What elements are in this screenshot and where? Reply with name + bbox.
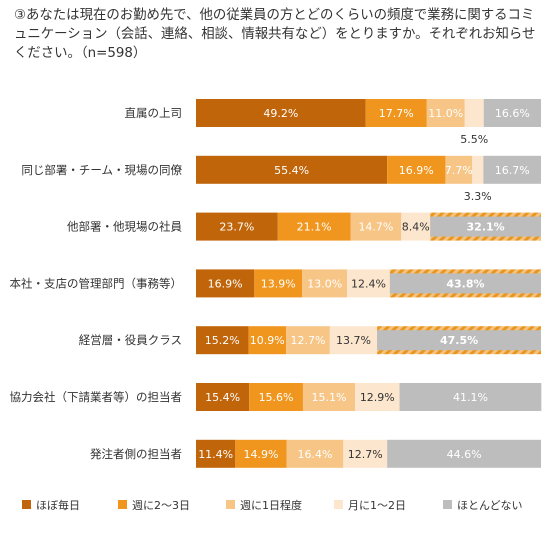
bar-segment [426,99,465,127]
bar-segment [347,269,390,298]
data-label: 12.7% [290,334,325,347]
data-label: 13.9% [261,277,296,290]
data-label: 16.9% [208,277,243,290]
bar-segment [387,439,541,468]
data-label: 3.3% [464,190,492,203]
bar-segment [399,383,542,411]
legend-label: 週に1日程度 [240,498,302,512]
data-label: 15.1% [312,391,347,404]
data-label: 15.6% [259,391,294,404]
bar-segment [445,155,472,184]
data-label: 12.9% [360,391,395,404]
data-label: 12.7% [348,448,383,461]
bar-segment [277,212,351,241]
bar-segment [196,439,236,468]
data-label: 11.4% [198,448,233,461]
data-label: 16.7% [495,164,530,177]
data-label: 47.5% [440,334,478,347]
bar-segment-highlight [377,330,541,351]
legend-label: ほとんどない [457,499,522,512]
data-label: 14.7% [358,221,393,234]
data-label: 17.7% [379,107,414,120]
data-label: 10.9% [250,334,285,347]
bar-segment [302,383,356,411]
bar-segment [483,99,541,127]
category-label: 本社・支店の管理部門（事務等） [10,276,183,290]
bar-segment [286,326,330,355]
bar-segment [387,155,446,184]
bar-segment [196,383,250,411]
bar-segment [254,269,303,298]
data-label: 41.1% [453,391,488,404]
bar-segment [196,212,278,241]
data-label: 13.7% [336,334,371,347]
data-label: 13.0% [307,277,342,290]
bar-segment [329,326,378,355]
bar-segment [350,212,402,241]
category-label: 直属の上司 [125,106,183,120]
data-label: 5.5% [460,133,488,146]
category-label: 同じ部署・チーム・現場の同僚 [21,163,182,177]
legend-label: 月に1～2日 [348,499,406,512]
bar-segment [249,383,303,411]
bar-segment-highlight [430,216,541,237]
bar-segment [286,439,344,468]
data-label: 21.1% [297,221,332,234]
data-label: 8.4% [402,221,430,234]
bar-segment-highlight [389,273,541,294]
bar-segment [196,155,388,184]
bar-segment [401,212,431,241]
legend-label: 週に2～3日 [132,499,190,512]
category-label: 他部署・他現場の社員 [67,220,182,234]
data-label: 16.6% [495,107,530,120]
bar-segment [248,326,287,355]
bar-segment [355,383,400,411]
bar-area: 49.2% 17.7% 11.0% 5.5% 16.6% 55.4% 16.9% 7.7% 3.… [196,99,542,468]
legend-swatch [443,500,452,509]
bar-segment [472,155,484,184]
category-labels: 直属の上司同じ部署・チーム・現場の同僚他部署・他現場の社員本社・支店の管理部門（… [10,106,183,461]
bar-segment [343,439,388,468]
category-label: 発注者側の担当者 [90,447,182,461]
bar-segment [235,439,287,468]
data-label: 15.2% [205,334,240,347]
legend-swatch [226,500,235,509]
data-label: 32.1% [467,221,505,234]
legend: ほぼ毎日 週に2～3日 週に1日程度 月に1～2日 ほとんどない [22,498,522,512]
data-label: 55.4% [274,164,309,177]
data-label: 44.6% [447,448,482,461]
data-label: 16.4% [298,448,333,461]
bar-segment [196,326,249,355]
data-label: 14.9% [244,448,279,461]
bar-segment [196,99,366,127]
bar-segment [196,269,255,298]
data-label: 7.7% [445,164,473,177]
data-label: 11.0% [428,107,463,120]
bar-segment [365,99,427,127]
data-label: 23.7% [219,221,254,234]
data-label: 43.8% [446,277,484,290]
legend-swatch [334,500,343,509]
data-label: 16.9% [399,164,434,177]
legend-label: ほぼ毎日 [36,499,80,512]
category-label: 経営層・役員クラス [79,333,182,347]
category-label: 協力会社（下請業者等）の担当者 [10,390,183,404]
legend-swatch [118,500,127,509]
bar-segment [483,155,541,184]
data-label: 12.4% [351,277,386,290]
data-label: 15.4% [205,391,240,404]
bar-segment [302,269,348,298]
question-text: ③あなたは現在のお勤め先で、他の従業員の方とどのくらいの頻度で業務に関するコミュ… [14,8,536,61]
legend-swatch [22,500,31,509]
data-label: 49.2% [263,107,298,120]
bar-segment [464,99,484,127]
